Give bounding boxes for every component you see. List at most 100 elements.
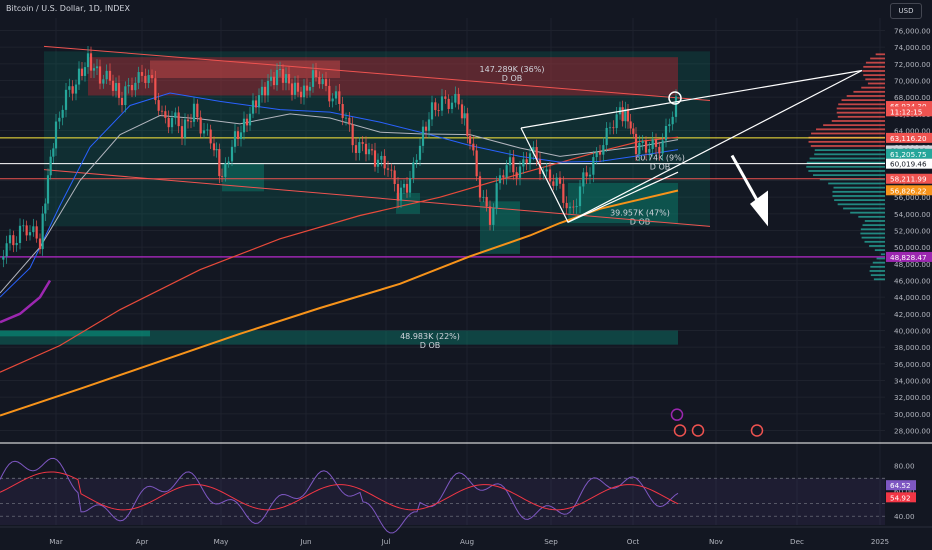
candle-body [588,174,592,177]
volume-profile-bar [810,145,885,147]
candle-body [263,86,267,96]
rsi-tick-label: 40.00 [894,512,915,521]
rsi-band [0,478,885,525]
volume-profile-bar [876,257,885,260]
candle-body [399,187,403,201]
y-tick-label: 34,000.00 [894,377,931,386]
volume-profile-bar [833,186,885,189]
candle-body [440,96,444,111]
candle-body [463,113,466,119]
candle-body [137,72,140,83]
candle-body [108,70,112,81]
candle-body [124,86,127,106]
candle-body [2,256,5,260]
channel-line [43,45,711,101]
candle-body [251,100,255,114]
demand-zone [396,193,420,214]
y-tick-label: 28,000.00 [894,427,931,436]
candle-body [482,196,485,198]
volume-profile-bar [865,78,885,81]
price-label-bg [886,148,932,159]
event-icon [670,408,684,421]
candle-body [364,143,368,155]
candle-body [260,86,264,96]
candle-body [402,183,406,188]
candle-body [32,226,35,233]
rsi-value-label: 54.92 [890,493,911,502]
candle-body [447,98,450,109]
x-tick-label: Jun [299,537,311,546]
x-tick-label: Sep [544,537,558,546]
volume-profile-bar [834,199,885,202]
rsi-tick-label: 80.00 [894,462,915,471]
candle-body [86,53,90,68]
x-tick-label: Mar [49,537,63,546]
candle-body [61,109,64,118]
candle-body [674,96,678,117]
candle-body [575,206,578,208]
volume-profile-bar [880,253,885,256]
candle-body [105,70,108,80]
candle-body [324,79,328,86]
moving-average-line [0,189,679,417]
volume-profile-bar [872,261,885,264]
x-tick-label: Nov [709,537,724,546]
rsi-line [0,457,679,534]
candle-body [370,149,374,151]
price-label: 61,205.75 [890,150,927,159]
candle-body [421,126,425,146]
currency-button[interactable]: USD [890,3,922,19]
candle-body [602,145,605,155]
candle-body [605,127,608,146]
volume-profile-bar [875,53,885,56]
supply-zone [88,57,678,96]
candle-body [266,80,270,96]
demand-zone [222,163,264,192]
volume-profile-bar [861,86,885,89]
candle-body [532,147,535,154]
volume-profile-bar [812,174,885,177]
candle-body [383,155,386,169]
candle-body [302,85,306,98]
candle-body [22,225,25,227]
price-label: 63,116.20 [890,134,927,143]
y-tick-label: 54,000.00 [894,210,931,219]
candle-body [466,113,469,136]
y-tick-label: 30,000.00 [894,410,931,419]
candle-body [215,149,218,151]
price-label-bg [886,106,932,117]
candle-body [671,116,674,125]
volume-profile-bar [831,120,885,122]
price-label: 48,828.47 [890,253,927,262]
rsi-value-label: 64.52 [890,481,911,490]
candle-body [95,66,99,69]
candle-body [548,169,552,182]
candle-body [390,169,393,171]
candle-body [457,93,460,105]
candle-body [218,149,221,177]
candle-body [52,148,55,157]
zone-label: 39.957K (47%) [610,209,670,218]
volume-profile-bar [865,61,885,64]
y-tick-label: 44,000.00 [894,293,931,302]
candle-body [468,135,472,144]
candle-body [444,96,447,99]
candle-body [114,83,118,91]
price-label: 56,826.22 [890,186,927,195]
price-label-bg [886,158,932,169]
volume-profile-bar [841,99,885,102]
candle-body [472,143,475,151]
y-tick-label: 74,000.00 [894,43,931,52]
volume-profile-bar [864,240,885,243]
candle-body [269,76,273,81]
volume-profile-bar [843,207,885,210]
y-tick-label: 32,000.00 [894,393,931,402]
candle-body [120,97,124,106]
candle-body [284,74,288,83]
candle-body [396,183,400,201]
candle-body [127,85,130,87]
volume-profile-bar [870,57,885,60]
candle-body [552,181,555,186]
